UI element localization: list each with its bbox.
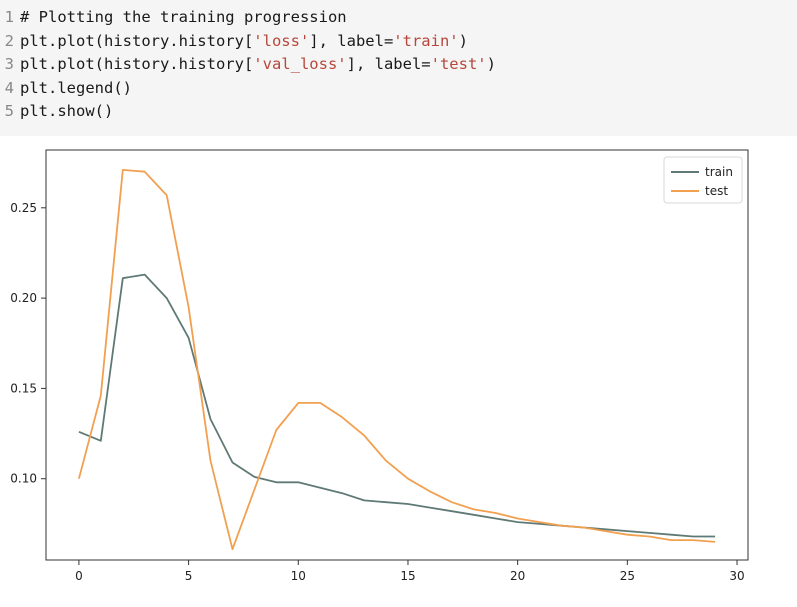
code-lines: 1 # Plotting the training progression 2 plt… <box>0 6 797 124</box>
code-text: plt.show() <box>20 102 114 120</box>
line-number: 2 <box>4 31 14 50</box>
code-line: 5 plt.show() <box>0 100 797 124</box>
code-text: plt.legend() <box>20 78 132 97</box>
axis-ticks: 0 5 10 15 20 25 30 0.10 0.15 0.20 0.25 <box>10 201 744 583</box>
x-tick-label: 5 <box>185 569 193 583</box>
line-chart: 0 5 10 15 20 25 30 0.10 0.15 0.20 0.25 train test <box>10 149 749 583</box>
code-string: 'loss' <box>253 31 310 50</box>
x-tick-label: 20 <box>510 569 525 583</box>
x-tick-label: 0 <box>75 569 83 583</box>
x-tick-label: 30 <box>729 569 744 583</box>
code-text: ) <box>458 31 468 50</box>
code-string: 'test' <box>430 55 487 73</box>
plot-frame <box>45 149 749 561</box>
plot-output: 0 5 10 15 20 25 30 0.10 0.15 0.20 0.25 train test <box>0 136 797 603</box>
y-tick-label: 0.15 <box>10 381 37 395</box>
x-tick-label: 25 <box>620 569 635 583</box>
code-cell[interactable]: 1 # Plotting the training progression 2 plt… <box>0 0 797 136</box>
code-line: 3 plt.plot(history.history['val_loss'], l… <box>0 53 797 77</box>
line-number: 4 <box>4 78 14 97</box>
code-text: plt.plot(history.history[ <box>20 31 254 50</box>
line-number: 1 <box>4 8 14 26</box>
x-tick-label: 15 <box>400 569 415 583</box>
series-lines <box>78 169 716 551</box>
code-line: 1 # Plotting the training progression <box>0 6 797 30</box>
legend: train test <box>663 156 743 204</box>
y-tick-label: 0.25 <box>10 201 37 215</box>
code-line: 2 plt.plot(history.history['loss'], label… <box>0 30 797 54</box>
series-line-test <box>78 169 716 551</box>
x-tick-label: 10 <box>291 569 306 583</box>
code-text: ], label= <box>346 55 431 73</box>
y-tick-label: 0.10 <box>10 472 37 486</box>
code-text: plt.plot(history.history[ <box>20 55 254 73</box>
code-string: 'val_loss' <box>253 55 347 73</box>
legend-box <box>663 156 743 204</box>
legend-label: test <box>705 184 728 198</box>
line-number: 5 <box>4 102 14 120</box>
code-text: ], label= <box>309 31 394 50</box>
line-number: 3 <box>4 55 14 73</box>
code-line: 4 plt.legend() <box>0 77 797 101</box>
code-text: ) <box>486 55 496 73</box>
y-tick-label: 0.20 <box>10 291 37 305</box>
code-text: # Plotting the training progression <box>20 8 347 26</box>
legend-label: train <box>705 165 733 179</box>
code-string: 'train' <box>393 31 459 50</box>
series-line-train <box>78 273 716 538</box>
